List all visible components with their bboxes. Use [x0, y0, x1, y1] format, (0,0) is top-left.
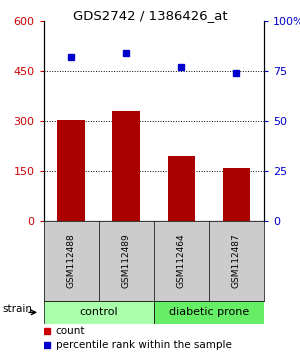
Bar: [57, 120, 85, 221]
Bar: [44, 301, 154, 324]
Bar: [154, 301, 264, 324]
Text: strain: strain: [2, 304, 32, 314]
Text: diabetic prone: diabetic prone: [169, 307, 249, 318]
Bar: [112, 111, 140, 221]
Text: GSM112464: GSM112464: [177, 234, 186, 289]
Bar: [223, 168, 250, 221]
Text: GSM112487: GSM112487: [232, 234, 241, 289]
Text: GDS2742 / 1386426_at: GDS2742 / 1386426_at: [73, 9, 227, 22]
Text: GSM112488: GSM112488: [67, 234, 76, 289]
Text: percentile rank within the sample: percentile rank within the sample: [56, 340, 232, 350]
Text: count: count: [56, 326, 85, 336]
Bar: [167, 156, 195, 221]
Text: control: control: [79, 307, 118, 318]
Text: GSM112489: GSM112489: [122, 234, 131, 289]
